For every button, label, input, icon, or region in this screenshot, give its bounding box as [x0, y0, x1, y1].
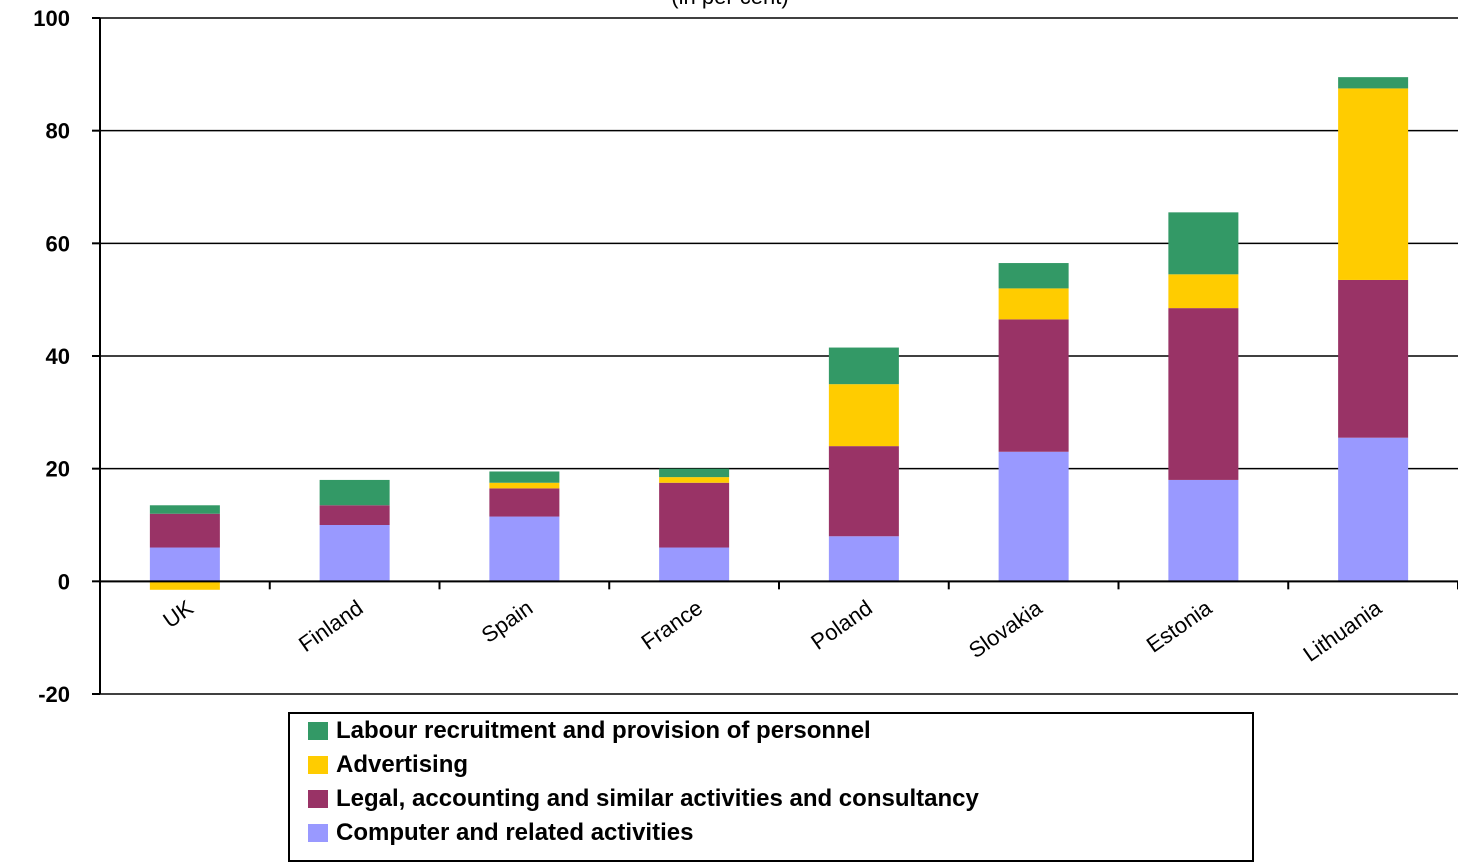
y-tick-label: 60	[46, 231, 70, 256]
y-tick-label: 80	[46, 119, 70, 144]
bar-segment	[319, 505, 390, 525]
bar-segment	[828, 536, 899, 582]
y-tick-label: 0	[58, 569, 70, 594]
y-tick-label: 20	[46, 457, 70, 482]
legend-swatch	[308, 756, 328, 774]
bar-segment	[149, 547, 220, 582]
category-label: Slovakia	[964, 595, 1047, 664]
chart-subtitle: (in per cent)	[671, 0, 788, 9]
bars	[149, 77, 1409, 590]
legend-label: Computer and related activities	[336, 819, 694, 846]
legend-item: Labour recruitment and provision of pers…	[290, 714, 1252, 748]
legend-swatch	[308, 790, 328, 808]
y-tick-label: 100	[33, 6, 70, 31]
bar-segment	[1338, 77, 1409, 89]
legend-swatch	[308, 824, 328, 842]
bar-segment	[828, 347, 899, 385]
legend-item: Legal, accounting and similar activities…	[290, 782, 1252, 816]
bar-segment	[1338, 88, 1409, 280]
bar-segment	[1338, 279, 1409, 438]
category-label: Finland	[294, 595, 367, 657]
bar-segment	[1338, 437, 1409, 582]
bar-segment	[489, 471, 560, 483]
bar-segment	[489, 488, 560, 517]
bar-segment	[149, 513, 220, 548]
y-tick-label: -20	[38, 682, 70, 707]
bar-segment	[1168, 274, 1239, 309]
bar-segment	[998, 288, 1069, 320]
bar-segment	[319, 479, 390, 506]
category-label: Poland	[806, 595, 876, 655]
bar-segment	[828, 384, 899, 447]
bar-segment	[659, 482, 730, 548]
bar-segment	[149, 505, 220, 514]
bar-segment	[489, 482, 560, 489]
category-labels: UK Finland Spain France Poland Slovakia Estoni…	[158, 595, 1386, 667]
category-label: France	[637, 595, 707, 655]
bar-segment	[1168, 212, 1239, 275]
category-label: Lithuania	[1298, 595, 1386, 667]
bar-segment	[659, 547, 730, 582]
category-label: Estonia	[1142, 595, 1217, 658]
bar-segment	[1168, 308, 1239, 480]
bar-segment	[659, 477, 730, 483]
bar-segment	[149, 581, 220, 590]
legend-item: Computer and related activities	[290, 816, 1252, 850]
legend-label: Advertising	[336, 751, 469, 778]
category-label: UK	[158, 595, 198, 633]
bar-segment	[319, 525, 390, 582]
gridlines	[100, 17, 1458, 583]
legend-label: Labour recruitment and provision of pers…	[336, 717, 871, 744]
bar-segment	[659, 468, 730, 478]
y-tick-labels: -20 0 20 40 60 80 100	[33, 6, 70, 707]
bar-segment	[828, 446, 899, 537]
bar-segment	[1168, 479, 1239, 582]
bar-segment	[998, 451, 1069, 582]
y-tick-label: 40	[46, 344, 70, 369]
bar-segment	[998, 263, 1069, 289]
legend-label: Legal, accounting and similar activities…	[336, 785, 979, 812]
bar-segment	[489, 516, 560, 582]
legend-swatch	[308, 722, 328, 740]
axes	[92, 17, 1458, 695]
bar-segment	[998, 319, 1069, 452]
legend-item: Advertising	[290, 748, 1252, 782]
legend: Labour recruitment and provision of pers…	[288, 712, 1254, 862]
category-label: Spain	[477, 595, 537, 648]
